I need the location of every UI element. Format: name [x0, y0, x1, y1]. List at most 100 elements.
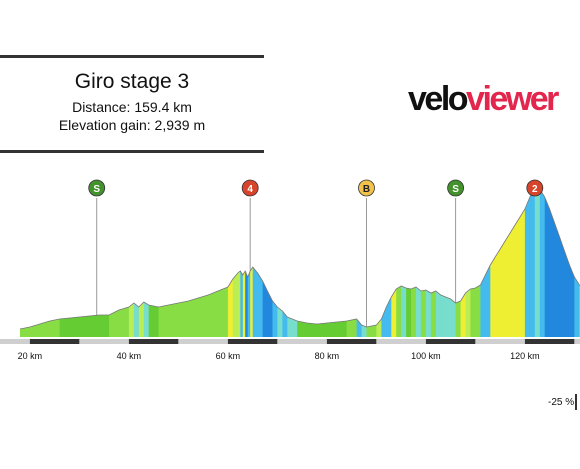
elevation-profile-chart: 20 km 40 km 60 km 80 km 100 km 120 km S 4 B S 2	[0, 179, 580, 361]
logo-part-viewer: viewer	[466, 80, 559, 118]
gradient-scale-label: -25 %	[548, 397, 575, 408]
profile-segment	[490, 185, 496, 337]
profile-segment	[396, 185, 402, 337]
profile-segment	[440, 185, 447, 337]
marker-label: 2	[532, 184, 538, 195]
profile-segment	[430, 185, 437, 337]
distance-bar-segment	[574, 339, 580, 344]
profile-segment	[79, 185, 90, 337]
profile-segment	[297, 185, 308, 337]
profile-segment	[336, 185, 348, 337]
distance-bar-segment	[178, 339, 228, 344]
profile-segment	[29, 185, 41, 337]
profile-segment	[39, 185, 51, 337]
logo-part-velo: velo	[408, 80, 469, 118]
profile-segment	[232, 185, 239, 337]
distance-bar	[0, 339, 580, 344]
profile-segment	[574, 185, 580, 337]
veloviewer-logo: veloviewer	[408, 80, 559, 119]
x-tick-label: 20 km	[18, 351, 43, 361]
distance-bar-segment	[425, 339, 476, 344]
profile-segment	[534, 185, 541, 337]
distance-bar-segment	[475, 339, 525, 344]
profile-segment	[262, 185, 269, 337]
profile-segment	[549, 185, 556, 337]
marker-circle	[447, 179, 465, 197]
profile-segment	[59, 185, 71, 337]
profile-segment	[208, 185, 219, 337]
profile-segment	[188, 185, 199, 337]
profile-area	[20, 185, 580, 337]
profile-segment	[520, 185, 526, 337]
profile-segment	[406, 185, 412, 337]
marker-circle	[358, 179, 375, 197]
distance-bar-segment	[524, 339, 575, 344]
profile-segment	[158, 185, 170, 337]
profile-segment	[411, 185, 417, 337]
profile-segment	[510, 185, 516, 337]
profile-segment	[420, 185, 427, 337]
profile-segment	[559, 185, 566, 337]
profile-segment	[500, 185, 506, 337]
marker-label: B	[363, 184, 370, 195]
profile-segment	[569, 185, 575, 337]
profile-segment	[138, 185, 145, 337]
marker-label: S	[93, 184, 100, 195]
profile-segment	[307, 185, 318, 337]
profile-segment	[198, 185, 209, 337]
distance-bar-segment	[29, 339, 80, 344]
profile-segment	[272, 185, 278, 337]
profile-segment	[277, 185, 283, 337]
profile-segment	[267, 185, 274, 337]
stage-distance: Distance: 159.4 km	[72, 99, 192, 115]
profile-segment	[554, 185, 561, 337]
profile-segment	[69, 185, 80, 337]
profile-segment	[480, 185, 486, 337]
distance-bar-segment	[277, 339, 327, 344]
x-tick-label: 80 km	[315, 351, 340, 361]
profile-segment	[317, 185, 328, 337]
profile-segment	[386, 185, 392, 337]
stage-elevation-gain: Elevation gain: 2,939 m	[58, 117, 206, 133]
profile-segment	[376, 185, 382, 337]
profile-segment	[445, 185, 452, 337]
profile-segment	[465, 185, 471, 337]
gradient-scale-tick	[575, 394, 577, 410]
profile-segment	[524, 185, 531, 337]
profile-segment	[544, 185, 551, 337]
profile-segment	[20, 185, 31, 337]
profile-segment	[119, 185, 130, 337]
distance-bar-segment	[79, 339, 129, 344]
stage-info-box: Giro stage 3 Distance: 159.4 km Elevatio…	[0, 55, 264, 153]
profile-segment	[416, 185, 422, 337]
profile-segment	[460, 185, 467, 337]
profile-segment	[539, 185, 546, 337]
profile-segment	[218, 185, 229, 337]
marker-circle	[526, 179, 544, 197]
distance-bar-segment	[227, 339, 278, 344]
profile-segment	[356, 185, 363, 337]
profile-segment	[133, 185, 140, 337]
profile-segment	[346, 185, 358, 337]
profile-segment	[529, 185, 536, 337]
climb-markers: S 4 B S 2	[88, 179, 544, 197]
x-tick-label: 120 km	[510, 351, 540, 361]
distance-bar-segment	[326, 339, 377, 344]
profile-segment	[475, 185, 481, 337]
profile-segment	[401, 185, 407, 337]
distance-bar-segment	[128, 339, 179, 344]
profile-segment	[128, 185, 135, 337]
marker-circle	[88, 179, 106, 197]
profile-segment	[485, 185, 491, 337]
profile-segment	[178, 185, 189, 337]
profile-segment	[326, 185, 338, 337]
profile-segment	[227, 185, 234, 337]
marker-label: S	[452, 184, 459, 195]
distance-bar-segment	[0, 339, 30, 344]
distance-bar-segment	[376, 339, 426, 344]
profile-segment	[495, 185, 501, 337]
x-tick-label: 40 km	[117, 351, 142, 361]
profile-segment	[143, 185, 150, 337]
profile-segment	[287, 185, 298, 337]
marker-circle	[241, 179, 259, 197]
